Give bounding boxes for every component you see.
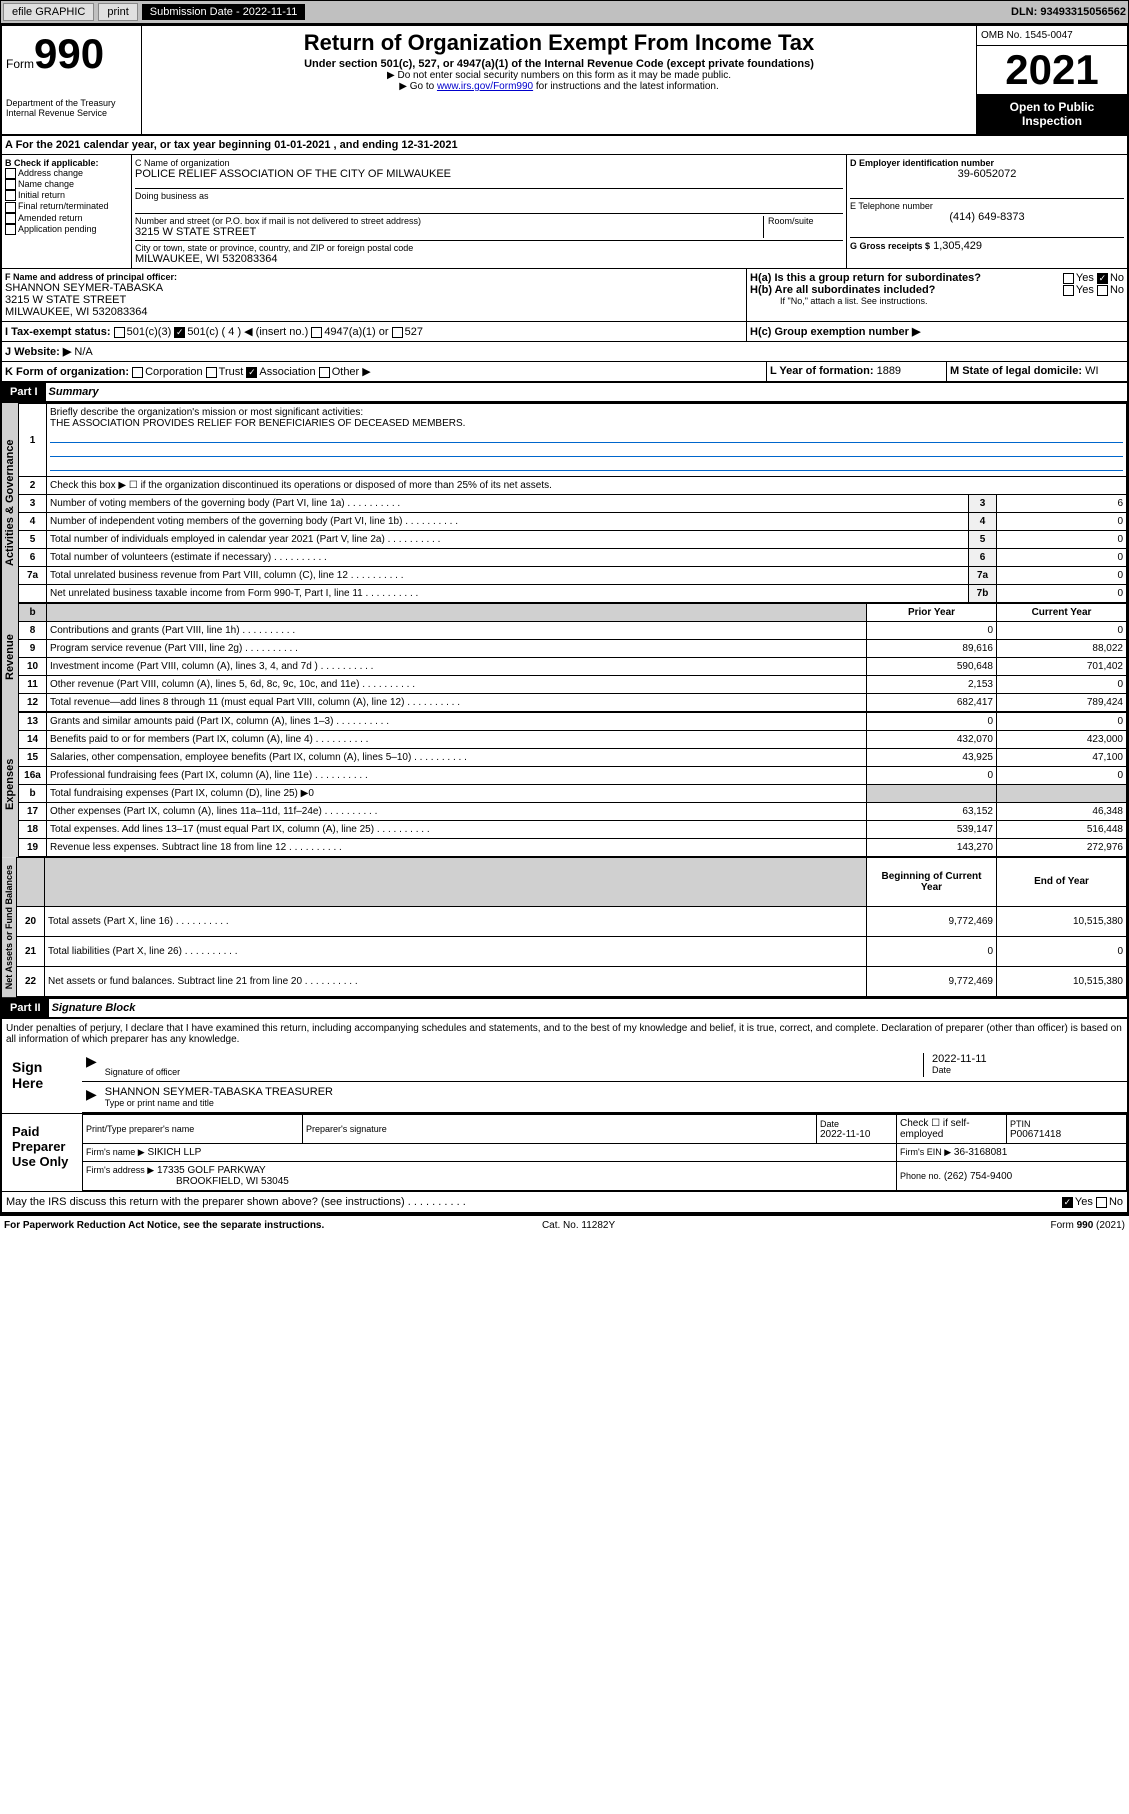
section-deg: D Employer identification number 39-6052… — [847, 155, 1127, 268]
dept-treasury: Department of the Treasury Internal Reve… — [6, 98, 137, 118]
firm-name: SIKICH LLP — [147, 1147, 201, 1158]
sig-date: 2022-11-11 — [932, 1053, 1123, 1065]
cb-name-change[interactable]: Name change — [5, 179, 128, 190]
section-ij: I Tax-exempt status: 501(c)(3) ✓501(c) (… — [0, 322, 1129, 342]
governance-table: 1 Briefly describe the organization's mi… — [18, 403, 1127, 603]
section-klm: K Form of organization: Corporation Trus… — [0, 362, 1129, 383]
year-formation: 1889 — [877, 365, 901, 377]
perjury-declaration: Under penalties of perjury, I declare th… — [2, 1019, 1127, 1049]
form-title: Return of Organization Exempt From Incom… — [146, 30, 972, 56]
officer-name: SHANNON SEYMER-TABASKA — [5, 282, 743, 294]
ptin: P00671418 — [1010, 1129, 1123, 1140]
part2-header: Part II Signature Block — [0, 999, 1129, 1019]
vl-governance: Activities & Governance — [2, 403, 18, 603]
open-public: Open to Public Inspection — [977, 94, 1127, 134]
paid-preparer-label: Paid Preparer Use Only — [2, 1114, 82, 1191]
org-name: POLICE RELIEF ASSOCIATION OF THE CITY OF… — [135, 168, 843, 180]
form-header: Form 990 Department of the Treasury Inte… — [0, 24, 1129, 136]
efile-btn[interactable]: efile GRAPHIC — [3, 3, 94, 21]
firm-ein: 36-3168081 — [954, 1147, 1007, 1158]
mission: THE ASSOCIATION PROVIDES RELIEF FOR BENE… — [50, 418, 465, 429]
section-j: J Website: ▶ N/A — [0, 342, 1129, 362]
signature-block: Under penalties of perjury, I declare th… — [0, 1019, 1129, 1214]
officer-addr: 3215 W STATE STREET MILWAUKEE, WI 532083… — [5, 294, 743, 318]
page-footer: For Paperwork Reduction Act Notice, see … — [0, 1214, 1129, 1235]
form-number: 990 — [34, 30, 104, 78]
section-a-row: A For the 2021 calendar year, or tax yea… — [0, 136, 1129, 155]
tax-year-line: A For the 2021 calendar year, or tax yea… — [2, 136, 1127, 154]
section-c: C Name of organization POLICE RELIEF ASS… — [132, 155, 847, 268]
firm-phone: (262) 754-9400 — [944, 1171, 1012, 1182]
subtitle-1: Under section 501(c), 527, or 4947(a)(1)… — [146, 58, 972, 70]
cb-initial-return[interactable]: Initial return — [5, 190, 128, 201]
dln: DLN: 93493315056562 — [1011, 6, 1126, 18]
section-fh: F Name and address of principal officer:… — [0, 269, 1129, 322]
form-ref: Form 990 (2021) — [1050, 1220, 1124, 1231]
section-b: B Check if applicable: Address change Na… — [2, 155, 132, 268]
irs-link[interactable]: www.irs.gov/Form990 — [437, 81, 533, 92]
cat-no: Cat. No. 11282Y — [542, 1220, 615, 1231]
expenses-table: 13Grants and similar amounts paid (Part … — [18, 712, 1127, 857]
website: N/A — [74, 346, 92, 358]
vl-revenue: Revenue — [2, 603, 18, 712]
cb-app-pending[interactable]: Application pending — [5, 224, 128, 235]
form-label: Form — [6, 57, 34, 71]
part1-header: Part I Summary — [0, 383, 1129, 403]
firm-city: BROOKFIELD, WI 53045 — [86, 1176, 289, 1187]
firm-address: 17335 GOLF PARKWAY — [157, 1165, 266, 1176]
top-bar: efile GRAPHIC print Submission Date - 20… — [0, 0, 1129, 24]
vl-netassets: Net Assets or Fund Balances — [2, 857, 16, 997]
gross-receipts: 1,305,429 — [933, 240, 982, 252]
revenue-table: bPrior YearCurrent Year 8Contributions a… — [18, 603, 1127, 712]
state-domicile: WI — [1085, 365, 1098, 377]
print-btn[interactable]: print — [98, 3, 137, 21]
org-address: 3215 W STATE STREET — [135, 226, 763, 238]
section-bcde: B Check if applicable: Address change Na… — [0, 155, 1129, 269]
netassets-table: Beginning of Current YearEnd of Year 20T… — [16, 857, 1127, 997]
submission-date: Submission Date - 2022-11-11 — [142, 4, 306, 20]
org-city: MILWAUKEE, WI 532083364 — [135, 253, 843, 265]
cb-amended[interactable]: Amended return — [5, 213, 128, 224]
subtitle-3: ▶ Go to www.irs.gov/Form990 for instruct… — [146, 81, 972, 92]
prep-date: 2022-11-10 — [820, 1129, 893, 1140]
officer-printed-name: SHANNON SEYMER-TABASKA TREASURER — [105, 1086, 1123, 1098]
subtitle-2: ▶ Do not enter social security numbers o… — [146, 70, 972, 81]
cb-address-change[interactable]: Address change — [5, 168, 128, 179]
sign-here-label: Sign Here — [2, 1049, 82, 1113]
tax-year: 2021 — [977, 46, 1127, 94]
phone: (414) 649-8373 — [850, 211, 1124, 223]
ein: 39-6052072 — [850, 168, 1124, 180]
cb-final-return[interactable]: Final return/terminated — [5, 201, 128, 212]
vl-expenses: Expenses — [2, 712, 18, 857]
omb-number: OMB No. 1545-0047 — [977, 26, 1127, 46]
